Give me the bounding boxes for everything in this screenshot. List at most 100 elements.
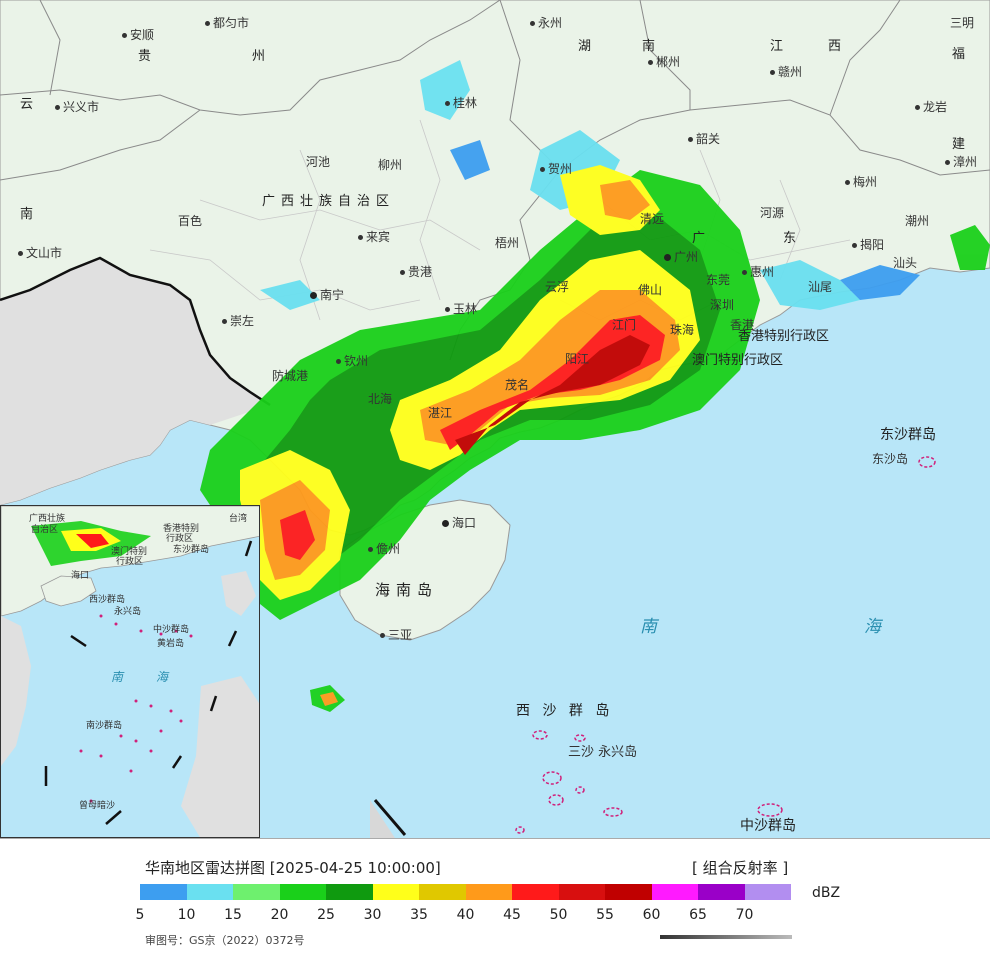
color-swatch xyxy=(419,884,466,900)
legend-tick-label: 40 xyxy=(456,907,475,923)
city-shenzhen: 深圳 xyxy=(710,298,735,312)
province-label-hu: 湖 xyxy=(578,39,604,54)
inset-label-zhongsha: 中沙群岛 xyxy=(153,625,190,635)
city-hongkong: 香港 xyxy=(730,318,755,332)
region-label-hk: 香港特别行政区 xyxy=(738,329,830,344)
inset-label-guangxi: 广西壮族 xyxy=(29,514,66,524)
region-label-guangdong-2: 东 xyxy=(783,231,809,246)
city-guangzhou: 广州 xyxy=(664,250,698,264)
inset-label-haikou: 海口 xyxy=(71,571,90,581)
city-yulin: 玉林 xyxy=(445,302,477,316)
legend-tick-label: 5 xyxy=(135,907,145,923)
color-swatch xyxy=(326,884,373,900)
city-fangchenggang: 防城港 xyxy=(272,369,309,383)
legend-tick-label: 60 xyxy=(642,907,661,923)
legend-tick-label: 70 xyxy=(735,907,754,923)
city-foshan: 佛山 xyxy=(638,283,663,297)
inset-label-taiwan: 台湾 xyxy=(229,514,248,524)
city-guilin: 桂林 xyxy=(445,96,477,110)
region-label-guangxi: 广西壮族自治区 xyxy=(262,194,396,209)
region-label-hainan: 海南岛 xyxy=(375,581,439,599)
city-beihai: 北海 xyxy=(368,392,393,406)
color-swatch xyxy=(605,884,652,900)
city-haikou: 海口 xyxy=(442,516,476,530)
city-wenshan: 文山市 xyxy=(18,246,62,260)
inset-label-nansha: 南沙群岛 xyxy=(86,721,123,731)
national-border xyxy=(0,256,271,407)
city-sanming: 三明 xyxy=(950,16,975,30)
map-approval-number: 审图号：GS京（2022）0372号 xyxy=(145,934,305,947)
city-shanwei: 汕尾 xyxy=(808,280,833,294)
province-label-gui: 贵 xyxy=(138,49,164,64)
color-swatch xyxy=(140,884,187,900)
inset-label-huangyan: 黄岩岛 xyxy=(157,639,185,649)
color-swatch xyxy=(558,884,605,900)
legend-tick-label: 10 xyxy=(177,907,196,923)
inset-label-macau: 澳门特别 xyxy=(111,547,148,557)
region-label-guangdong-1: 广 xyxy=(692,231,718,246)
city-liuzhou: 柳州 xyxy=(378,158,403,172)
city-yongzhou: 永州 xyxy=(530,16,562,30)
city-shaoguan: 韶关 xyxy=(688,132,720,146)
color-swatch xyxy=(233,884,280,900)
color-swatch xyxy=(186,884,233,900)
radar-echoes xyxy=(200,60,990,712)
island-label-dongsha-group: 东沙群岛 xyxy=(880,427,936,443)
island-label-zhongsha-group: 中沙群岛 xyxy=(740,818,796,834)
city-chongzuo: 崇左 xyxy=(222,314,254,328)
province-label-yun: 云 xyxy=(20,97,46,112)
inset-sea-hai: 海 xyxy=(156,670,175,684)
city-zhangzhou: 漳州 xyxy=(945,155,977,169)
city-meizhou: 梅州 xyxy=(845,175,877,189)
legend-tick-label: 30 xyxy=(363,907,382,923)
city-baise: 百色 xyxy=(178,214,203,228)
province-label-fu: 福 xyxy=(952,47,978,62)
sea-label-nan: 南 xyxy=(640,617,661,637)
province-label-hunan: 南 xyxy=(642,39,668,54)
radar-map[interactable]: 贵 州 湖 南 江 西 福 建 云 南 广西壮族自治区 广 东 海南岛 香港特别… xyxy=(0,0,990,838)
province-label-xi: 西 xyxy=(828,39,854,54)
inset-sea-nan: 南 xyxy=(111,670,130,684)
inset-label-dongsha: 东沙群岛 xyxy=(173,545,210,555)
color-swatch xyxy=(651,884,698,900)
inset-label-zengmu: 曾母暗沙 xyxy=(79,801,116,811)
city-chaozhou: 潮州 xyxy=(905,214,930,228)
city-shantou: 汕头 xyxy=(893,256,918,270)
province-label-nan: 南 xyxy=(20,207,46,222)
province-label-jiang: 江 xyxy=(770,39,796,54)
inset-label-xisha: 西沙群岛 xyxy=(89,595,126,605)
sea-label-hai: 海 xyxy=(864,617,885,637)
inset-base xyxy=(1,506,259,837)
scale-bar xyxy=(660,935,792,939)
city-sanya: 三亚 xyxy=(380,628,412,642)
nine-dash-line xyxy=(373,799,407,836)
legend-tick-label: 65 xyxy=(689,907,707,923)
city-jiangmen: 江门 xyxy=(612,318,637,332)
city-qingyuan: 清远 xyxy=(640,212,665,226)
inset-label-hk: 香港特别 xyxy=(163,524,200,534)
legend-tick-label: 20 xyxy=(270,907,289,923)
color-scale xyxy=(140,884,791,900)
region-label-macau: 澳门特别行政区 xyxy=(692,353,784,368)
inset-label-hk-2: 行政区 xyxy=(166,534,194,544)
city-zhanjiang: 湛江 xyxy=(428,406,453,420)
city-qinzhou: 钦州 xyxy=(336,354,368,368)
city-hezhou: 贺州 xyxy=(540,162,572,176)
city-longyan: 龙岩 xyxy=(915,100,947,114)
island-label-yongxing: 三沙 永兴岛 xyxy=(568,745,638,760)
color-swatch xyxy=(465,884,512,900)
city-nanning: 南宁 xyxy=(310,288,344,302)
city-yunfu: 云浮 xyxy=(545,280,570,294)
legend-tick-label: 25 xyxy=(317,907,335,923)
city-jieyang: 揭阳 xyxy=(852,238,884,252)
city-huizhou: 惠州 xyxy=(742,265,774,279)
province-label-zhou: 州 xyxy=(252,49,278,64)
legend-product: [ 组合反射率 ] xyxy=(692,859,789,877)
city-laibin: 来宾 xyxy=(358,230,390,244)
legend-tick-label: 15 xyxy=(224,907,242,923)
city-dongguan: 东莞 xyxy=(706,273,731,287)
south-china-sea-inset: 广西壮族 自治区 香港特别 行政区 澳门特别 行政区 台湾 海口 东沙群岛 西沙… xyxy=(0,505,260,838)
city-xingyi: 兴义市 xyxy=(55,100,99,114)
base-map xyxy=(0,0,990,838)
color-swatch xyxy=(744,884,791,900)
